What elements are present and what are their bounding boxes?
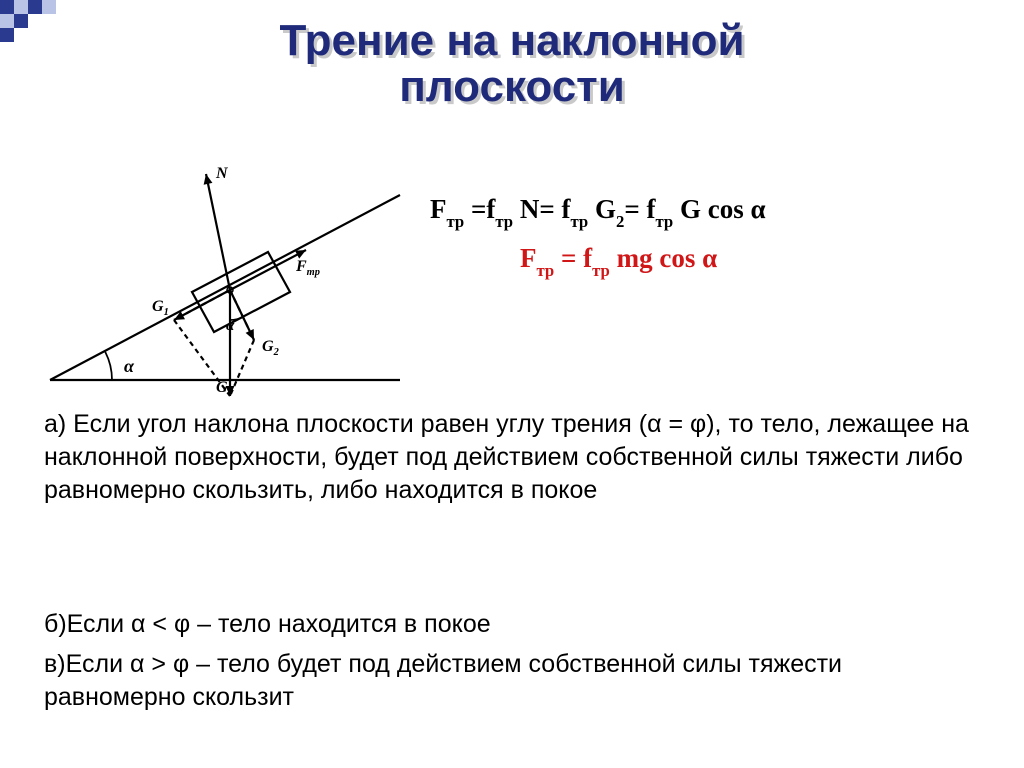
slide: Трение на наклонной плоскости Трение на … xyxy=(0,0,1024,768)
case-a-text: а) Если угол наклона плоскости равен угл… xyxy=(44,408,984,507)
incline-diagram: ααNG FтрG1G2 xyxy=(40,160,410,400)
formula-friction-general: Fтр =fтр N= fтр G2= fтр G cos α xyxy=(430,194,1000,229)
vector-label-ftr: Fтр xyxy=(296,258,320,278)
case-c-text: в)Если α > φ – тело будет под действием … xyxy=(44,648,984,714)
vector-label-g1: G1 xyxy=(152,298,169,318)
title-line2: плоскости xyxy=(399,62,625,111)
vector-label-g2: G2 xyxy=(262,338,279,358)
formula-friction-mg: Fтр = fтр mg cos α xyxy=(430,243,1000,278)
case-b-text: б)Если α < φ – тело находится в покое xyxy=(44,608,984,641)
slide-title: Трение на наклонной плоскости Трение на … xyxy=(0,18,1024,110)
formula-block: Fтр =fтр N= fтр G2= fтр G cos α Fтр = fт… xyxy=(430,180,1000,293)
title-line1: Трение на наклонной xyxy=(279,16,744,65)
